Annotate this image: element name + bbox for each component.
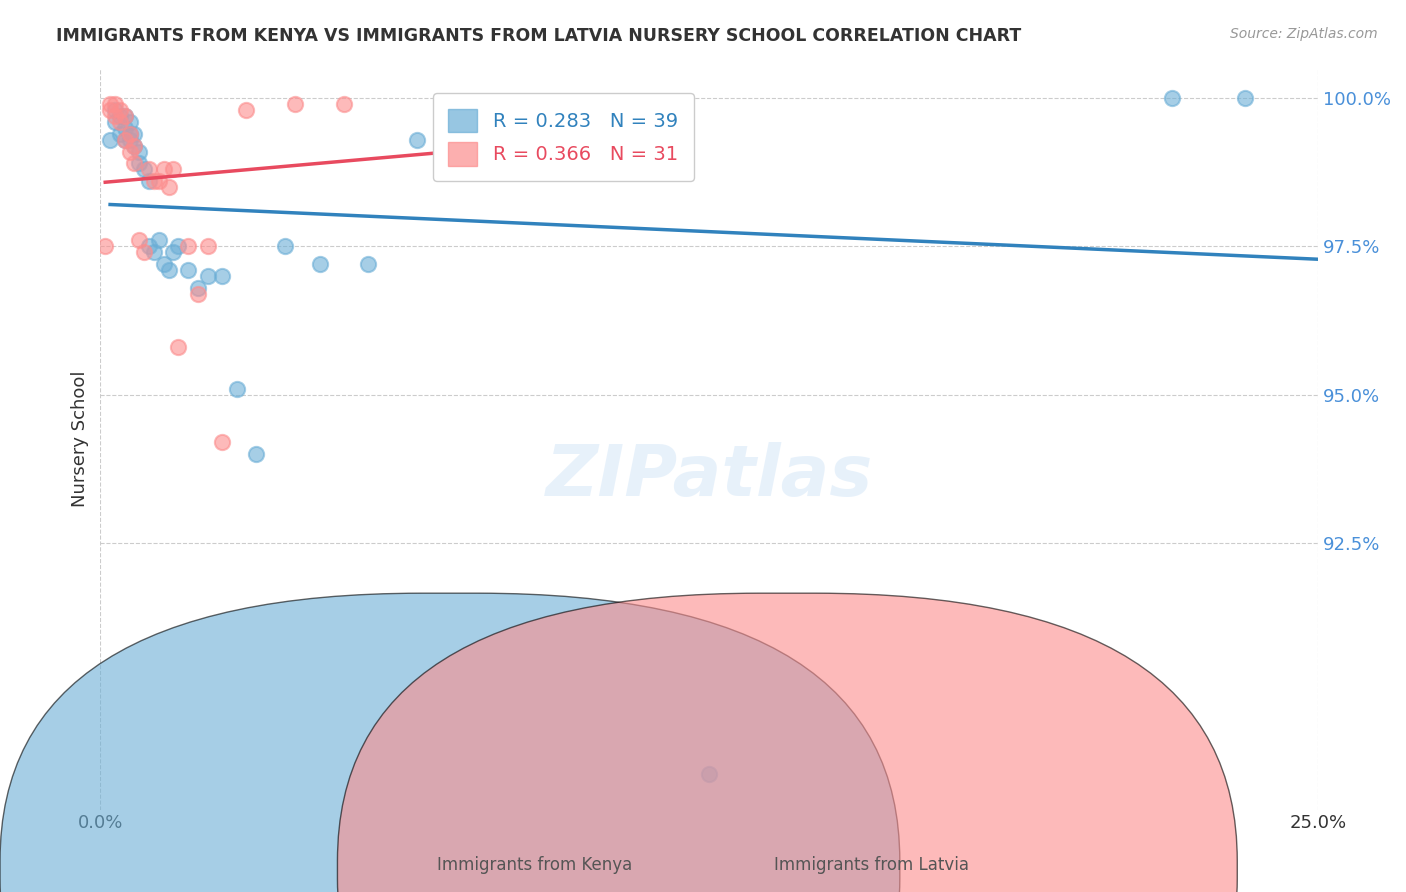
Point [108,109,131,123]
Point [124,127,146,141]
Point [177,239,200,253]
Point [167,239,190,253]
Point [235,103,257,117]
Point [152,162,174,177]
Point [134,162,156,177]
Point [187,281,209,295]
Point [333,97,356,112]
Point [128,156,150,170]
Point [1161,91,1184,105]
Point [118,127,141,141]
Point [124,156,146,170]
Point [104,109,127,123]
Point [124,138,146,153]
Point [138,162,160,177]
Point [1234,91,1257,105]
Point [245,447,267,461]
Point [108,115,131,129]
Point [134,245,156,260]
Point [124,138,146,153]
Point [148,174,170,188]
Point [114,133,136,147]
Text: Immigrants from Latvia: Immigrants from Latvia [775,856,969,874]
Point [118,127,141,141]
Point [142,174,165,188]
Point [98,97,121,112]
Point [114,120,136,135]
Point [138,174,160,188]
Point [104,115,127,129]
Point [108,103,131,117]
Point [406,133,429,147]
Point [104,97,127,112]
Point [197,239,219,253]
Point [308,257,330,271]
Text: ZIPatlas: ZIPatlas [546,442,873,510]
Point [187,286,209,301]
Point [225,382,247,396]
Point [94,239,117,253]
Point [284,97,307,112]
Point [142,245,165,260]
Text: Source: ZipAtlas.com: Source: ZipAtlas.com [1230,27,1378,41]
Point [98,103,121,117]
Point [274,239,297,253]
Point [673,97,696,112]
Point [152,257,174,271]
Y-axis label: Nursery School: Nursery School [72,371,89,508]
Point [104,103,127,117]
Point [454,103,477,117]
Point [108,127,131,141]
Point [197,268,219,283]
Text: IMMIGRANTS FROM KENYA VS IMMIGRANTS FROM LATVIA NURSERY SCHOOL CORRELATION CHART: IMMIGRANTS FROM KENYA VS IMMIGRANTS FROM… [56,27,1022,45]
Text: Immigrants from Kenya: Immigrants from Kenya [437,856,631,874]
Point [114,109,136,123]
Point [357,257,380,271]
Point [114,133,136,147]
Point [211,268,233,283]
Point [128,234,150,248]
Point [600,127,623,141]
Point [162,162,184,177]
Point [138,239,160,253]
Point [177,263,200,277]
Legend: R = 0.283   N = 39, R = 0.366   N = 31: R = 0.283 N = 39, R = 0.366 N = 31 [433,93,693,181]
Point [118,115,141,129]
Point [118,145,141,159]
Point [128,145,150,159]
Point [454,151,477,165]
Point [697,767,720,781]
Point [157,180,180,194]
Point [98,133,121,147]
Point [114,109,136,123]
Point [148,234,170,248]
Point [157,263,180,277]
Point [162,245,184,260]
Point [211,435,233,450]
Point [118,133,141,147]
Point [167,340,190,354]
